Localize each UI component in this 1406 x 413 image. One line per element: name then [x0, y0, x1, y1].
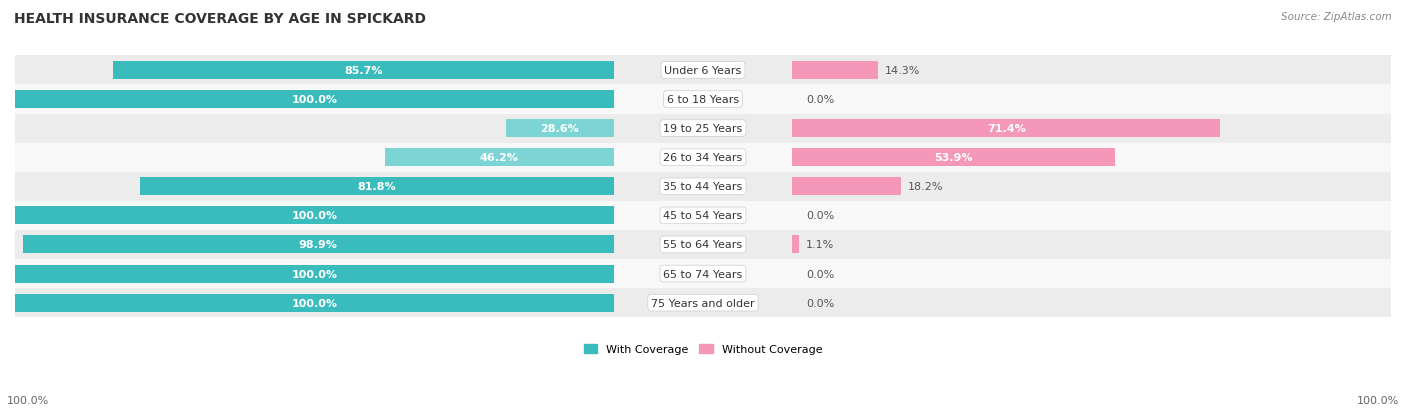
Bar — [15, 202, 1391, 230]
Bar — [141, 178, 613, 196]
Text: 6 to 18 Years: 6 to 18 Years — [666, 95, 740, 105]
Text: 100.0%: 100.0% — [1357, 395, 1399, 405]
Bar — [15, 207, 613, 225]
Text: 14.3%: 14.3% — [884, 66, 921, 76]
Text: 18.2%: 18.2% — [908, 182, 943, 192]
Bar — [15, 259, 1391, 288]
Text: 100.0%: 100.0% — [291, 298, 337, 308]
Bar — [793, 120, 1220, 138]
Text: 19 to 25 Years: 19 to 25 Years — [664, 124, 742, 134]
Bar — [15, 85, 1391, 114]
Text: 1.1%: 1.1% — [806, 240, 834, 250]
Text: Source: ZipAtlas.com: Source: ZipAtlas.com — [1281, 12, 1392, 22]
Bar — [15, 91, 613, 109]
Text: 0.0%: 0.0% — [806, 95, 834, 105]
Legend: With Coverage, Without Coverage: With Coverage, Without Coverage — [579, 340, 827, 359]
Text: 100.0%: 100.0% — [291, 211, 337, 221]
Bar — [15, 56, 1391, 85]
Text: 53.9%: 53.9% — [935, 153, 973, 163]
Text: 98.9%: 98.9% — [298, 240, 337, 250]
Bar — [15, 143, 1391, 172]
Bar — [15, 288, 1391, 318]
Text: 65 to 74 Years: 65 to 74 Years — [664, 269, 742, 279]
Text: 55 to 64 Years: 55 to 64 Years — [664, 240, 742, 250]
Text: 45 to 54 Years: 45 to 54 Years — [664, 211, 742, 221]
Bar — [385, 149, 613, 167]
Text: 46.2%: 46.2% — [479, 153, 519, 163]
Text: 75 Years and older: 75 Years and older — [651, 298, 755, 308]
Text: 100.0%: 100.0% — [291, 269, 337, 279]
Text: 71.4%: 71.4% — [987, 124, 1025, 134]
Text: 0.0%: 0.0% — [806, 269, 834, 279]
Bar — [114, 62, 613, 80]
Bar — [506, 120, 613, 138]
Bar — [793, 62, 877, 80]
Text: 0.0%: 0.0% — [806, 298, 834, 308]
Text: 35 to 44 Years: 35 to 44 Years — [664, 182, 742, 192]
Text: 26 to 34 Years: 26 to 34 Years — [664, 153, 742, 163]
Bar — [15, 172, 1391, 202]
Text: 81.8%: 81.8% — [357, 182, 396, 192]
Bar — [22, 236, 613, 254]
Bar — [15, 114, 1391, 143]
Text: 85.7%: 85.7% — [344, 66, 382, 76]
Bar — [793, 149, 1115, 167]
Text: 28.6%: 28.6% — [540, 124, 579, 134]
Text: HEALTH INSURANCE COVERAGE BY AGE IN SPICKARD: HEALTH INSURANCE COVERAGE BY AGE IN SPIC… — [14, 12, 426, 26]
Bar — [15, 294, 613, 312]
Text: Under 6 Years: Under 6 Years — [665, 66, 741, 76]
Bar — [793, 178, 901, 196]
Bar — [15, 265, 613, 283]
Bar — [15, 230, 1391, 259]
Text: 0.0%: 0.0% — [806, 211, 834, 221]
Text: 100.0%: 100.0% — [7, 395, 49, 405]
Text: 100.0%: 100.0% — [291, 95, 337, 105]
Bar — [793, 236, 799, 254]
